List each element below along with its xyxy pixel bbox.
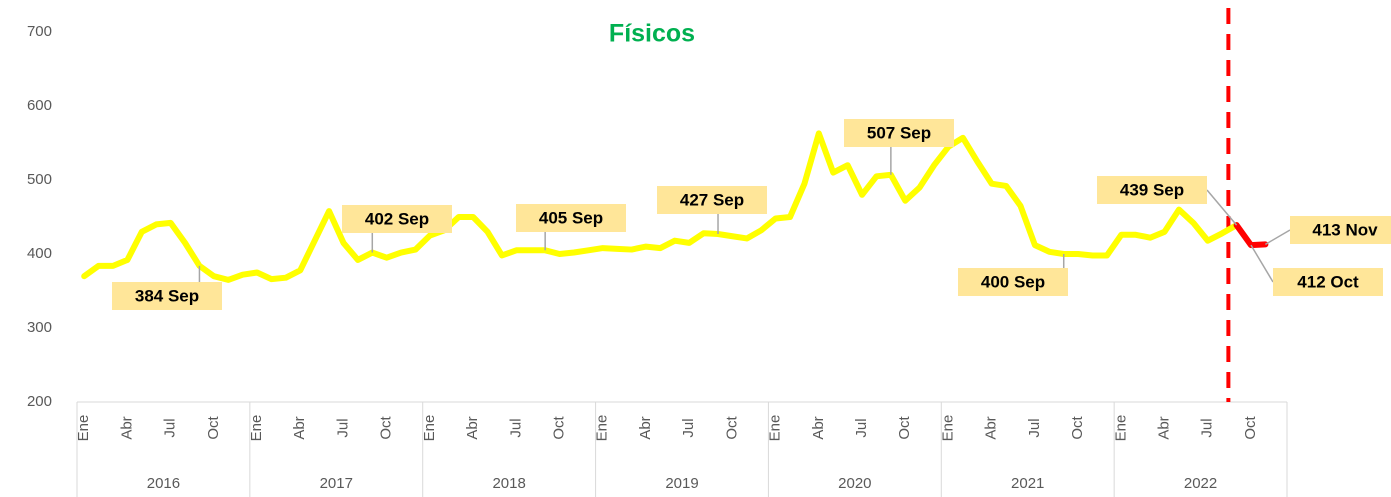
series-line: [81, 130, 1240, 283]
x-tick-label: Jul: [1026, 418, 1043, 437]
y-tick-label: 400: [27, 245, 52, 262]
label-box: [112, 282, 222, 310]
x-tick-label: Jul: [162, 418, 179, 437]
x-tick-label: Ene: [248, 415, 265, 442]
x-tick-label: Ene: [939, 415, 956, 442]
data-label: 384 Sep: [135, 286, 199, 305]
x-tick-label: Ene: [1112, 415, 1129, 442]
year-label: 2020: [838, 475, 871, 492]
y-tick-label: 500: [27, 171, 52, 188]
x-tick-label: Jul: [334, 418, 351, 437]
x-tick-label: Oct: [1069, 416, 1086, 440]
x-tick-label: Jul: [680, 418, 697, 437]
year-label: 2021: [1011, 475, 1044, 492]
label-box: [657, 186, 767, 214]
x-tick-label: Abr: [118, 416, 135, 439]
data-label: 412 Oct: [1297, 272, 1359, 291]
label-box: [516, 204, 626, 232]
y-tick-label: 700: [27, 23, 52, 40]
data-label: 439 Sep: [1120, 180, 1184, 199]
x-tick-label: Oct: [205, 416, 222, 440]
y-tick-label: 200: [27, 393, 52, 410]
series-line: [1233, 222, 1269, 249]
data-label: 427 Sep: [680, 190, 744, 209]
x-tick-label: Abr: [637, 416, 654, 439]
data-label: 413 Nov: [1312, 220, 1378, 239]
x-tick-label: Abr: [291, 416, 308, 439]
x-tick-label: Oct: [378, 416, 395, 440]
year-label: 2018: [492, 475, 525, 492]
x-tick-label: Oct: [723, 416, 740, 440]
x-tick-label: Ene: [421, 415, 438, 442]
x-tick-label: Abr: [464, 416, 481, 439]
y-tick-label: 300: [27, 319, 52, 336]
label-box: [844, 119, 954, 147]
label-box: [1290, 216, 1391, 244]
year-label: 2022: [1184, 475, 1217, 492]
x-tick-label: Abr: [810, 416, 827, 439]
x-tick-label: Jul: [507, 418, 524, 437]
x-tick-label: Oct: [551, 416, 568, 440]
x-tick-label: Abr: [983, 416, 1000, 439]
y-tick-label: 600: [27, 97, 52, 114]
x-tick-label: Ene: [594, 415, 611, 442]
data-label: 400 Sep: [981, 272, 1045, 291]
label-leader: [1250, 244, 1274, 283]
year-label: 2017: [320, 475, 353, 492]
data-label: 402 Sep: [365, 209, 429, 228]
x-tick-label: Oct: [1242, 416, 1259, 440]
data-label: 507 Sep: [867, 123, 931, 142]
x-tick-label: Ene: [75, 415, 92, 442]
label-leader: [1206, 189, 1238, 226]
year-label: 2019: [665, 475, 698, 492]
chart-title: Físicos: [609, 20, 695, 48]
label-box: [342, 205, 452, 233]
x-tick-label: Abr: [1156, 416, 1173, 439]
label-leader: [1265, 229, 1291, 246]
x-tick-label: Jul: [1199, 418, 1216, 437]
label-box: [1273, 268, 1383, 296]
data-label: 405 Sep: [539, 208, 603, 227]
label-box: [1097, 176, 1207, 204]
x-tick-label: Oct: [896, 416, 913, 440]
label-box: [958, 268, 1068, 296]
x-tick-label: Jul: [853, 418, 870, 437]
x-tick-label: Ene: [767, 415, 784, 442]
year-label: 2016: [147, 475, 180, 492]
